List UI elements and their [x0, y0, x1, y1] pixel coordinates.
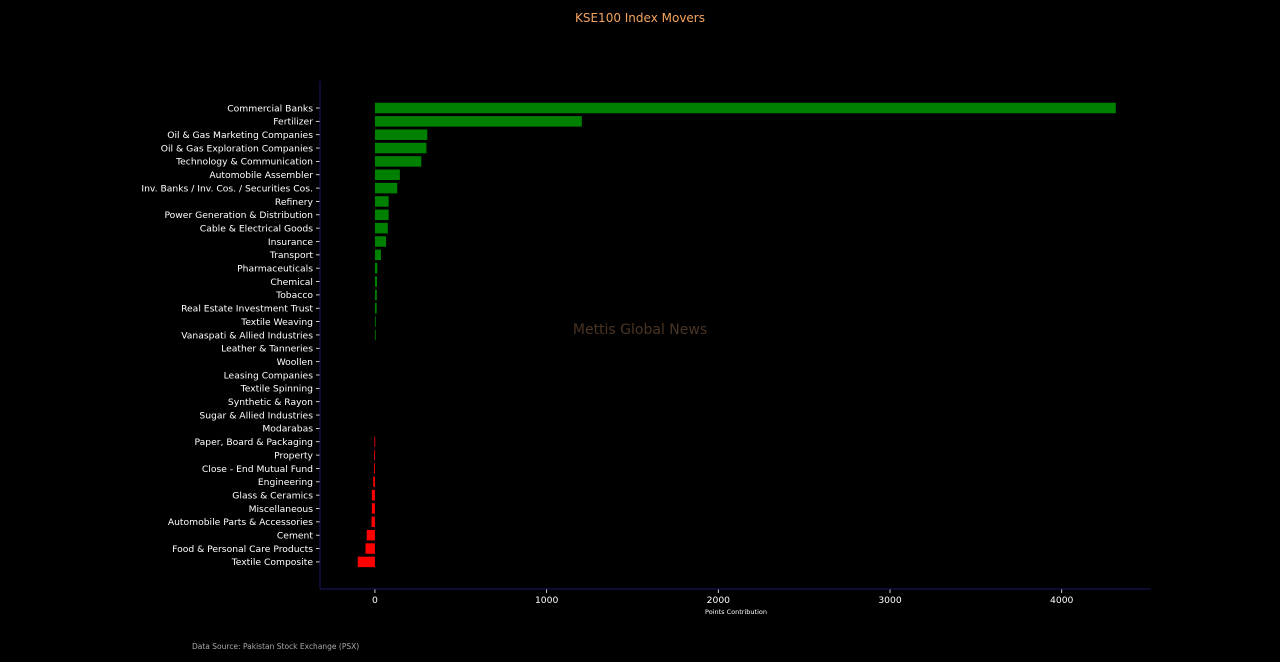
x-axis-ticks: 0 1000 2000 3000 4000	[372, 589, 1074, 606]
bar-9	[374, 222, 388, 234]
category-label: Technology & Communication	[175, 157, 313, 168]
x-tick-label: 4000	[1050, 595, 1074, 606]
bar-28	[373, 476, 375, 488]
bar-3	[374, 142, 427, 154]
category-label: Property	[274, 450, 313, 461]
category-label: Cable & Electrical Goods	[200, 223, 313, 234]
category-label: Inv. Banks / Inv. Cos. / Securities Cos.	[141, 183, 313, 194]
category-label: Vanaspati & Allied Industries	[181, 330, 313, 341]
category-label: Commercial Banks	[227, 103, 313, 114]
category-label: Real Estate Investment Trust	[181, 304, 313, 315]
bar-33	[365, 543, 375, 554]
bars-group	[357, 102, 1116, 568]
category-label: Power Generation & Distribution	[164, 210, 313, 221]
category-label: Cement	[277, 531, 313, 542]
category-label: Fertilizer	[273, 117, 313, 128]
bar-5	[374, 169, 400, 180]
bar-1	[374, 116, 582, 127]
bar-15	[374, 303, 377, 314]
chart-title: KSE100 Index Movers	[575, 11, 705, 25]
category-label: Transport	[269, 250, 314, 261]
bar-6	[374, 182, 398, 194]
category-label: Glass & Ceramics	[232, 490, 313, 501]
bar-16	[374, 316, 376, 327]
bar-30	[371, 503, 375, 514]
category-label: Textile Spinning	[240, 384, 313, 395]
bar-0	[374, 102, 1116, 114]
bar-12	[374, 262, 378, 274]
watermark-text: Mettis Global News	[573, 322, 707, 338]
category-label: Leasing Companies	[224, 370, 314, 381]
category-label: Leather & Tanneries	[221, 344, 313, 355]
bar-29	[371, 489, 375, 501]
bar-13	[374, 276, 377, 287]
category-label: Oil & Gas Marketing Companies	[167, 130, 313, 141]
x-tick-label: 0	[372, 595, 378, 606]
bar-32	[366, 529, 375, 541]
category-label: Woollen	[277, 357, 314, 368]
bar-31	[371, 516, 375, 528]
category-label: Automobile Parts & Accessories	[168, 517, 313, 528]
bar-7	[374, 196, 389, 207]
x-tick-label: 3000	[878, 595, 902, 606]
category-label: Close - End Mutual Fund	[202, 464, 313, 475]
bar-17	[374, 329, 376, 341]
x-tick-label: 1000	[535, 595, 559, 606]
bar-2	[374, 129, 428, 140]
bar-34	[357, 556, 375, 568]
category-label: Oil & Gas Exploration Companies	[161, 143, 313, 154]
x-axis-label: Points Contribution	[705, 608, 767, 616]
category-label: Tobacco	[275, 290, 313, 301]
category-label: Modarabas	[262, 424, 313, 435]
bar-27	[374, 463, 375, 474]
bar-10	[374, 236, 387, 247]
category-label: Synthetic & Rayon	[228, 397, 313, 408]
category-label: Textile Weaving	[240, 317, 313, 328]
category-label: Chemical	[270, 277, 313, 288]
category-label: Engineering	[258, 477, 313, 488]
bar-14	[374, 289, 377, 301]
category-label: Insurance	[268, 237, 313, 248]
bar-8	[374, 209, 389, 221]
category-label: Automobile Assembler	[209, 170, 313, 181]
category-label: Pharmaceuticals	[237, 264, 313, 275]
bar-25	[374, 436, 376, 447]
category-label: Food & Personal Care Products	[172, 544, 313, 555]
bar-11	[374, 249, 381, 261]
category-labels: Commercial Banks Fertilizer Oil & Gas Mark…	[141, 103, 320, 568]
category-label: Sugar & Allied Industries	[199, 410, 313, 421]
category-label: Textile Composite	[231, 557, 314, 568]
category-label: Paper, Board & Packaging	[194, 437, 313, 448]
data-source-note: Data Source: Pakistan Stock Exchange (PS…	[192, 642, 359, 651]
bar-4	[374, 156, 422, 167]
category-label: Refinery	[275, 197, 314, 208]
bar-26	[374, 449, 376, 461]
x-tick-label: 2000	[707, 595, 731, 606]
category-label: Miscellaneous	[249, 504, 314, 515]
